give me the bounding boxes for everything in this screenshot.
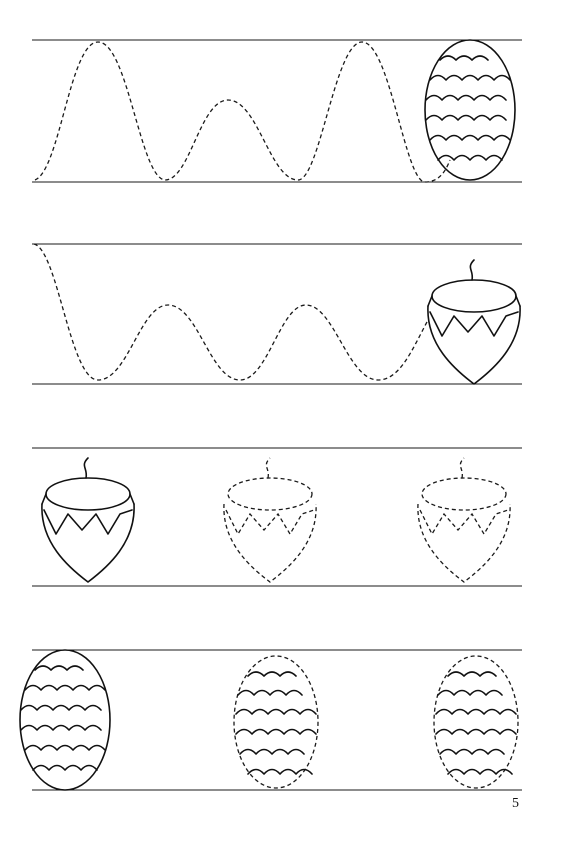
- page-number: 5: [512, 796, 519, 811]
- pine-cone-icon: [19, 649, 111, 791]
- acorn-icon: [41, 457, 135, 583]
- tracing-wave-path: [33, 243, 429, 381]
- pine-cone-icon: [433, 655, 519, 789]
- acorn-icon: [417, 457, 511, 583]
- acorn-icon: [427, 259, 521, 385]
- row-4: [19, 649, 522, 791]
- row-2: [32, 243, 522, 385]
- row-3: [32, 447, 522, 587]
- pine-cone-icon: [424, 39, 516, 181]
- pine-cone-icon: [233, 655, 319, 789]
- acorn-icon: [223, 457, 317, 583]
- row-1: [32, 39, 522, 183]
- tracing-wave-path: [34, 41, 451, 183]
